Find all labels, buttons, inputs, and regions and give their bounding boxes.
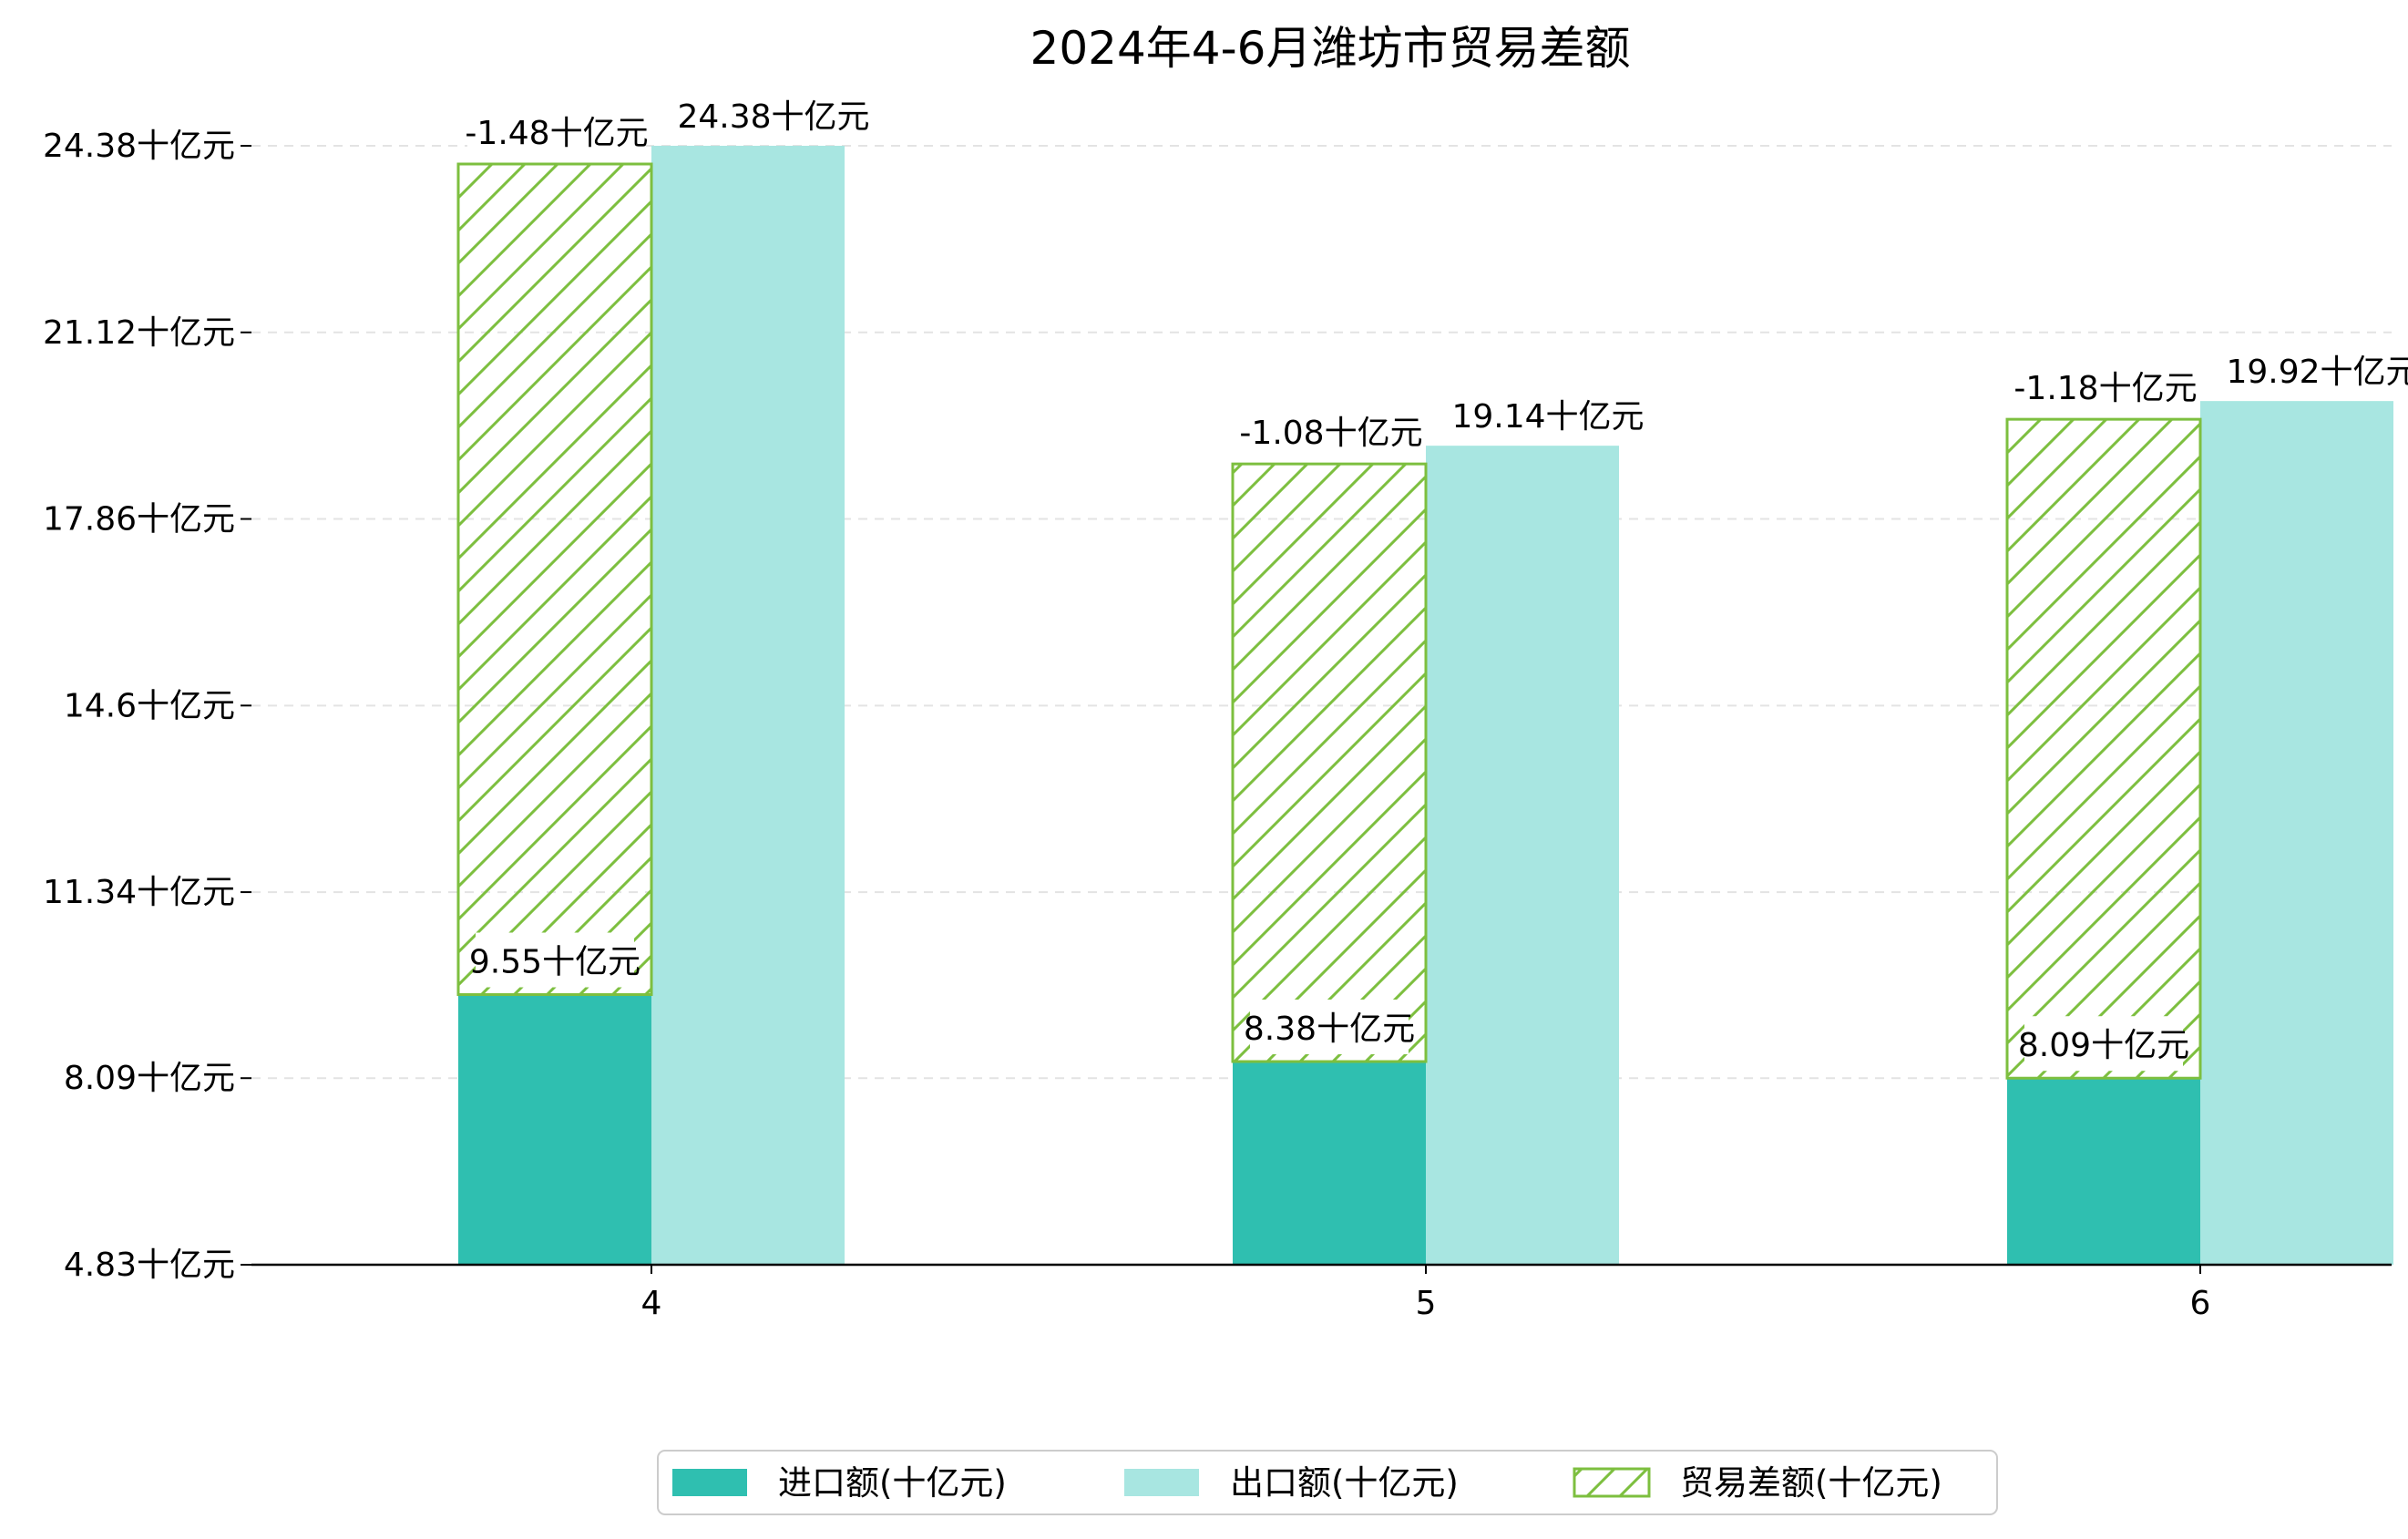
legend-export-label: 出口额(十亿元): [1230, 1463, 1459, 1503]
y-tick-label: 8.09十亿元: [64, 1060, 235, 1097]
legend-trade-balance-swatch: [1573, 1467, 1651, 1498]
legend: 进口额(十亿元) 出口额(十亿元) 贸易差额(十亿元): [657, 1450, 1998, 1515]
chart-title: 2024年4-6月潍坊市贸易差额: [1030, 22, 1631, 75]
export-value-label: 19.92十亿元: [2226, 354, 2408, 391]
trade-balance-value-label-bg: [2016, 359, 2195, 415]
trade-balance-value-label-bg: [1242, 404, 1420, 459]
export-bar: [2200, 401, 2393, 1265]
legend-trade-balance-label: 贸易差额(十亿元): [1680, 1463, 1942, 1503]
axes: 4.83十亿元 8.09十亿元 11.34十亿元 14.6十亿元 17.86十亿元 21.…: [43, 128, 2392, 1322]
x-tick-label: 4: [641, 1285, 662, 1322]
export-bar: [651, 146, 845, 1265]
export-value-label-bg: [684, 87, 863, 142]
legend-export-swatch: [1124, 1469, 1199, 1496]
y-tick-label: 4.83十亿元: [64, 1247, 235, 1284]
import-value-label: 8.38十亿元: [1244, 1011, 1415, 1048]
x-tick-label: 5: [1416, 1285, 1437, 1322]
y-tick-label: 11.34十亿元: [43, 874, 235, 911]
import-value-label: 9.55十亿元: [469, 944, 640, 981]
bars: [456, 146, 2393, 1265]
legend-import-label: 进口额(十亿元): [778, 1463, 1007, 1503]
trade-balance-bar: [456, 162, 653, 997]
y-tick-label: 24.38十亿元: [43, 128, 235, 165]
import-bar: [1233, 1062, 1426, 1265]
import-value-label-bg: [476, 932, 634, 988]
data-labels: 9.55十亿元 24.38十亿元 -1.48十亿元 8.38十亿元 19.14十亿元 -1…: [465, 87, 2408, 1072]
import-value-label-bg: [2024, 1016, 2183, 1072]
trade-balance-bar: [1231, 462, 1428, 1063]
y-tick-label: 21.12十亿元: [43, 314, 235, 352]
export-value-label: 19.14十亿元: [1451, 398, 1644, 436]
export-bar: [1426, 446, 1619, 1265]
import-bar: [2007, 1078, 2200, 1265]
legend-import-swatch: [672, 1469, 747, 1496]
import-value-label: 8.09十亿元: [2018, 1027, 2189, 1064]
y-tick-label: 17.86十亿元: [43, 501, 235, 539]
export-value-label-bg: [2233, 343, 2408, 398]
x-tick-label: 6: [2190, 1285, 2211, 1322]
export-value-label-bg: [1459, 387, 1637, 443]
import-value-label-bg: [1250, 1000, 1409, 1055]
y-tick-label: 14.6十亿元: [64, 687, 235, 724]
trade-balance-value-label: -1.08十亿元: [1239, 415, 1422, 452]
trade-balance-value-label: -1.48十亿元: [465, 115, 648, 152]
legend-box: [657, 1450, 1998, 1515]
trade-balance-value-label: -1.18十亿元: [2013, 370, 2197, 407]
export-value-label: 24.38十亿元: [677, 98, 869, 136]
import-bar: [458, 994, 651, 1265]
trade-balance-bar: [2005, 417, 2202, 1080]
trade-balance-value-label-bg: [467, 104, 646, 159]
